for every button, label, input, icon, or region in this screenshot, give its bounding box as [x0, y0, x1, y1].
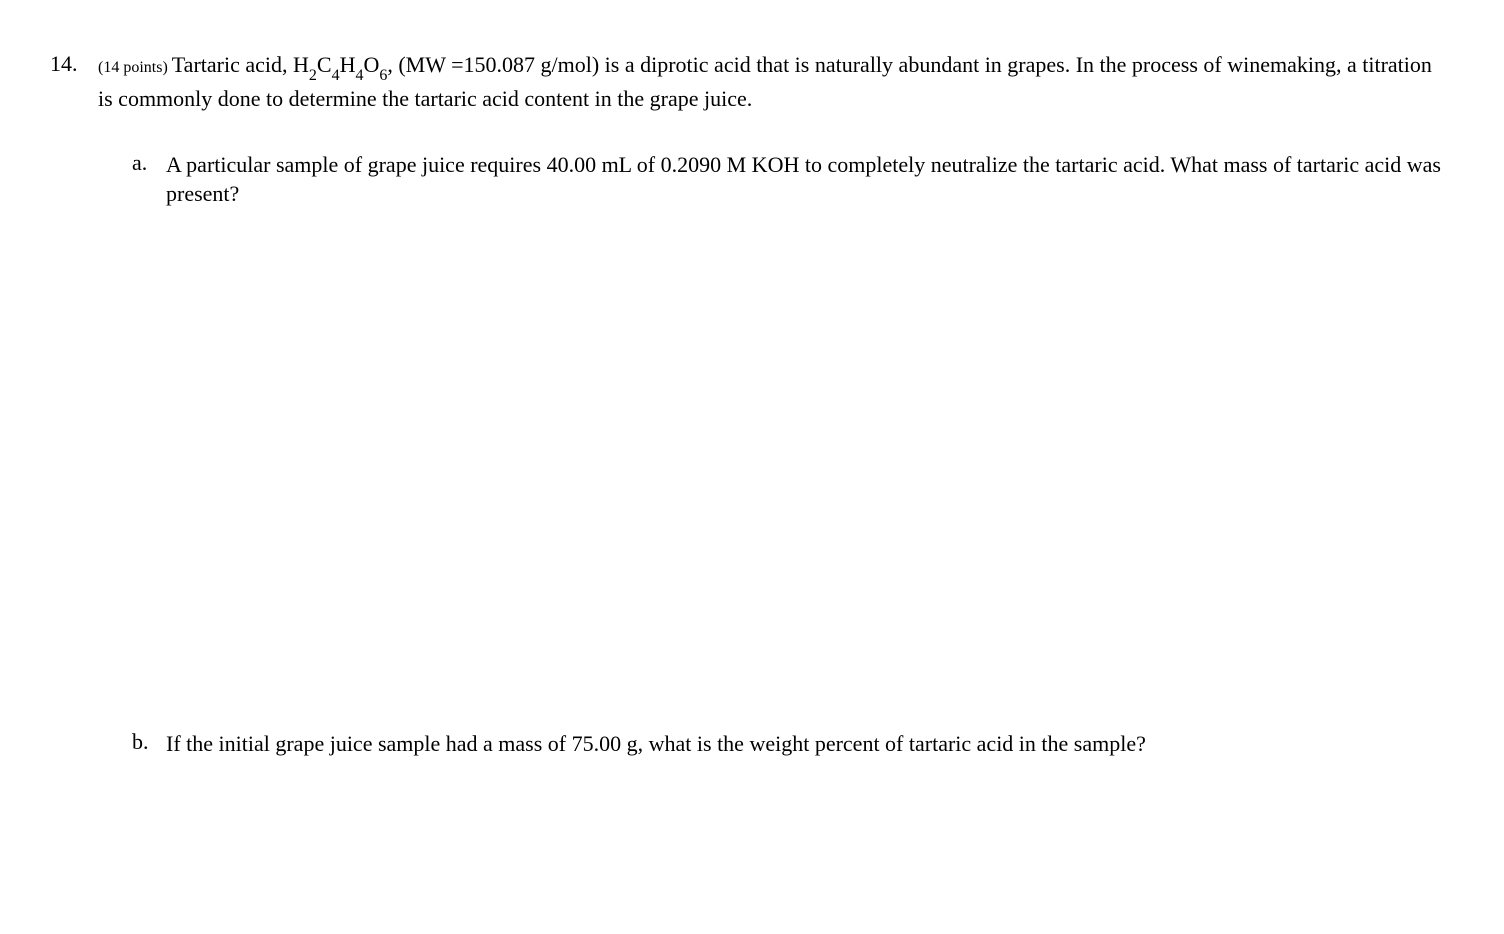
- question-intro: (14 points) Tartaric acid, H2C4H4O6, (MW…: [98, 50, 1444, 114]
- intro-segment-1: Tartaric acid, H: [172, 52, 309, 77]
- question-body: (14 points) Tartaric acid, H2C4H4O6, (MW…: [98, 50, 1444, 759]
- subscript-1: 2: [309, 67, 317, 84]
- subpart-b-text: If the initial grape juice sample had a …: [166, 729, 1444, 759]
- subscript-4: 6: [379, 67, 387, 84]
- intro-segment-4: O: [363, 52, 379, 77]
- question-number: 14.: [50, 50, 98, 77]
- subpart-a-letter: a.: [132, 150, 166, 176]
- question-container: 14. (14 points) Tartaric acid, H2C4H4O6,…: [50, 50, 1444, 759]
- subscript-2: 4: [332, 67, 340, 84]
- subpart-b-letter: b.: [132, 729, 166, 755]
- intro-segment-2: C: [317, 52, 332, 77]
- subpart-a-text: A particular sample of grape juice requi…: [166, 150, 1444, 209]
- subscript-3: 4: [355, 67, 363, 84]
- intro-segment-3: H: [340, 52, 356, 77]
- subpart-b: b. If the initial grape juice sample had…: [132, 729, 1444, 759]
- subpart-a: a. A particular sample of grape juice re…: [132, 150, 1444, 209]
- points-label: (14 points): [98, 59, 172, 76]
